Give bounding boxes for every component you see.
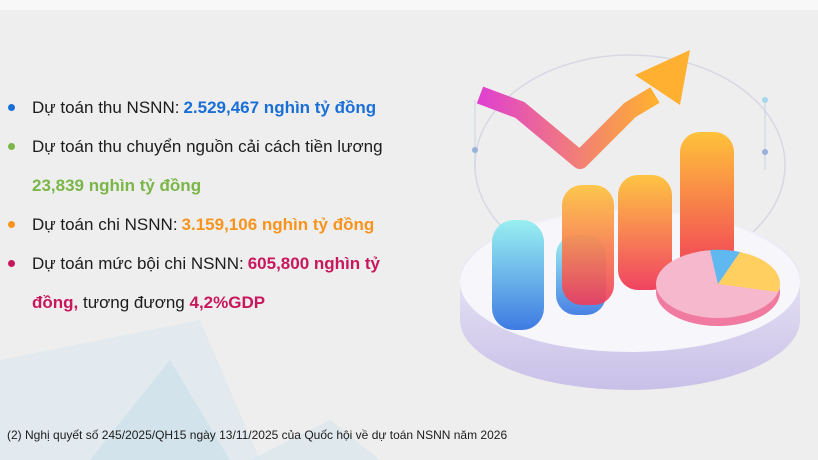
item-value: 2.529,467 nghìn tỷ đồng (183, 97, 377, 117)
item-label: Dự toán thu NSNN: (32, 97, 180, 117)
item-label: Dự toán thu chuyển nguồn cải cách tiền l… (32, 136, 383, 156)
list-item-expenditure: Dự toán chi NSNN: 3.159,106 nghìn tỷ đồn… (8, 205, 383, 244)
background-rays (0, 320, 380, 460)
footnote: (2) Nghị quyết số 245/2025/QH15 ngày 13/… (7, 428, 508, 442)
item-value: 605,800 nghìn tỷ (247, 253, 380, 273)
bullet-icon (8, 221, 15, 228)
item-value: 3.159,106 nghìn tỷ đồng (181, 214, 375, 234)
item-suffix: tương đương (78, 292, 190, 312)
item-gdp-value: 4,2%GDP (189, 292, 266, 312)
3d-chart-illustration-icon (460, 50, 800, 390)
item-value: đồng, (32, 292, 79, 312)
budget-list: Dự toán thu NSNN: 2.529,467 nghìn tỷ đồn… (8, 88, 383, 322)
list-item-continuation: đồng, tương đương 4,2%GDP (8, 283, 383, 322)
list-item-continuation: 23,839 nghìn tỷ đồng (8, 166, 383, 205)
list-item-deficit: Dự toán mức bội chi NSNN: 605,800 nghìn … (8, 244, 383, 283)
bullet-icon (8, 104, 15, 111)
item-label: Dự toán chi NSNN: (32, 214, 178, 234)
top-strip (0, 0, 818, 10)
item-value: 23,839 nghìn tỷ đồng (32, 175, 202, 195)
item-label: Dự toán mức bội chi NSNN: (32, 253, 244, 273)
list-item-salary-reform: Dự toán thu chuyển nguồn cải cách tiền l… (8, 127, 383, 166)
list-item-revenue: Dự toán thu NSNN: 2.529,467 nghìn tỷ đồn… (8, 88, 383, 127)
bullet-icon (8, 260, 15, 267)
bullet-icon (8, 143, 15, 150)
